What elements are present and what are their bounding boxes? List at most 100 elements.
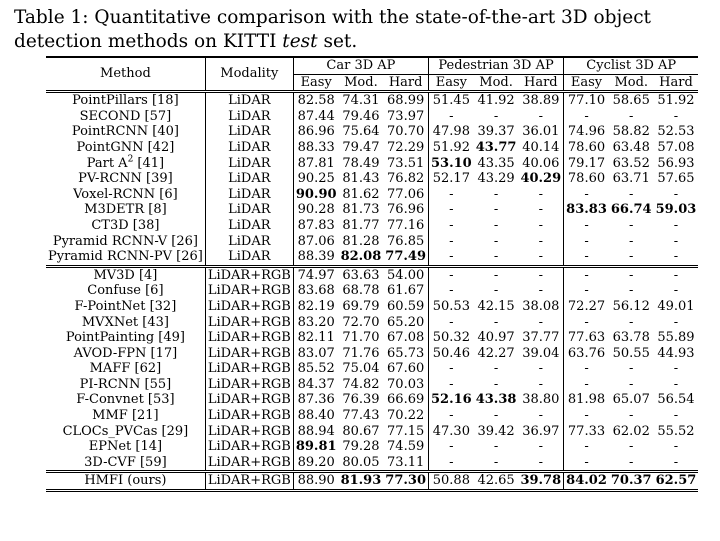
value-cell: 41.92 [477,93,515,109]
value-cell: 84.02 [563,470,609,492]
value-cell: 87.81 [297,155,335,171]
value-cell: - [493,361,499,377]
value-cell: 77.16 [383,217,430,234]
value-cell: 51.92 [432,139,470,155]
modality-cell: LiDAR+RGB [205,392,294,409]
modality-cell: LiDAR [205,171,294,187]
value-cell: - [629,233,634,249]
value-cell: 78.60 [567,171,606,187]
value-cell: 77.06 [383,186,430,203]
value-cell: - [584,408,589,424]
value-cell: - [673,233,679,249]
value-cell: 42.65 [473,470,519,492]
modality-cell: LiDAR+RGB [205,376,294,393]
method-cell: MVXNet [43] [46,314,206,331]
value-cell: - [673,314,679,330]
value-cell: 66.69 [383,392,430,409]
value-cell: 87.06 [297,233,335,249]
value-cell: 81.77 [342,217,380,233]
method-cell: MMF [21] [46,408,206,424]
value-cell: 82.19 [297,298,335,314]
modality-cell: LiDAR+RGB [205,330,294,346]
modality-cell: LiDAR [205,108,294,125]
value-cell: 63.63 [338,264,384,284]
value-cell: - [584,314,589,330]
value-cell: - [629,454,634,470]
value-cell: 65.07 [612,392,650,408]
method-name: Pyramid RCNN-V [26] [52,233,198,249]
value-cell: 63.48 [612,139,650,155]
value-cell: 87.83 [297,217,335,233]
modality-cell: LiDAR+RGB [205,298,294,315]
value-cell: 51.92 [657,93,695,109]
value-cell: 54.00 [383,264,430,284]
value-cell: - [449,249,454,265]
method-cell: CT3D [38] [46,217,206,234]
value-cell: 55.89 [657,330,695,346]
value-cell: 43.77 [475,139,517,155]
value-cell: 82.08 [340,249,382,265]
value-cell: - [493,108,499,124]
value-cell: - [563,264,609,284]
value-cell: 82.58 [297,93,335,109]
method-superscript: 2 [127,154,134,165]
method-name: MVXNet [43] [81,314,169,330]
value-cell: - [629,249,634,265]
value-cell: 81.98 [567,392,606,408]
value-cell: 68.99 [383,91,430,109]
value-cell: 80.05 [342,454,380,470]
method-cell: PointRCNN [40] [46,124,206,140]
table-row: PointPainting [49] LiDAR+RGB 82.11 71.70 67.… [46,330,698,346]
value-cell: - [449,217,454,233]
method-name: PointPainting [49] [65,330,185,346]
header-sub: Hard [518,74,565,94]
caption-prefix: Table 1: Quantitative comparison with th… [14,7,651,52]
method-cell: M3DETR [8] [46,202,206,218]
value-cell: 81.62 [342,186,380,202]
value-cell: 52.17 [432,171,470,187]
value-cell: 37.77 [518,330,565,346]
table-row: PointPillars [18] LiDAR 82.58 74.31 68.99 51.… [46,91,698,109]
value-cell: 69.79 [342,298,380,314]
value-cell: - [584,283,589,299]
value-cell: - [629,361,634,377]
value-cell: 81.28 [342,233,380,249]
table-row: F-Convnet [53] LiDAR+RGB 87.36 76.39 66.69 52… [46,392,698,409]
value-cell: - [584,217,589,233]
method-cell: 3D-CVF [59] [46,454,206,472]
value-cell: - [673,439,679,455]
value-cell: 79.47 [342,139,380,155]
value-cell: 90.28 [297,202,335,218]
header-sub: Mod. [473,74,519,94]
table-row: Pyramid RCNN-PV [26] LiDAR 88.39 82.08 77.49… [46,249,698,267]
value-cell: 85.52 [297,361,335,377]
method-cell: F-PointNet [32] [46,298,206,315]
value-cell: 36.97 [518,423,565,440]
value-cell: 63.71 [612,171,650,187]
modality-cell: LiDAR+RGB [205,454,294,472]
modality-cell: LiDAR [205,186,294,203]
value-cell: - [493,283,499,299]
value-cell: 79.17 [567,155,606,171]
table-row: EPNet [14] LiDAR+RGB 89.81 79.28 74.59 - - - - - - [46,439,698,455]
header-row-1: Method Modality Car 3D AP Pedestrian 3D … [46,57,699,94]
method-cell: PV-RCNN [39] [46,171,206,187]
value-cell: - [518,361,565,377]
value-cell: 88.39 [297,249,335,265]
caption-suffix: set. [317,31,358,52]
value-cell: 63.52 [612,155,650,171]
value-cell: 73.51 [383,155,430,172]
value-cell: 75.04 [342,361,380,377]
value-cell: 77.10 [567,93,606,109]
table-row: PI-RCNN [55] LiDAR+RGB 84.37 74.82 70.03 - - - -… [46,376,698,393]
value-cell: 56.93 [657,155,695,171]
value-cell: - [449,186,454,202]
method-name: EPNet [14] [88,439,163,455]
value-cell: - [584,439,589,455]
value-cell: 76.96 [383,202,430,218]
value-cell: - [449,108,454,124]
method-cell: Pyramid RCNN-V [26] [46,233,206,250]
value-cell: 65.73 [383,345,430,362]
value-cell: 74.96 [567,124,606,140]
value-cell: 75.64 [342,124,380,140]
